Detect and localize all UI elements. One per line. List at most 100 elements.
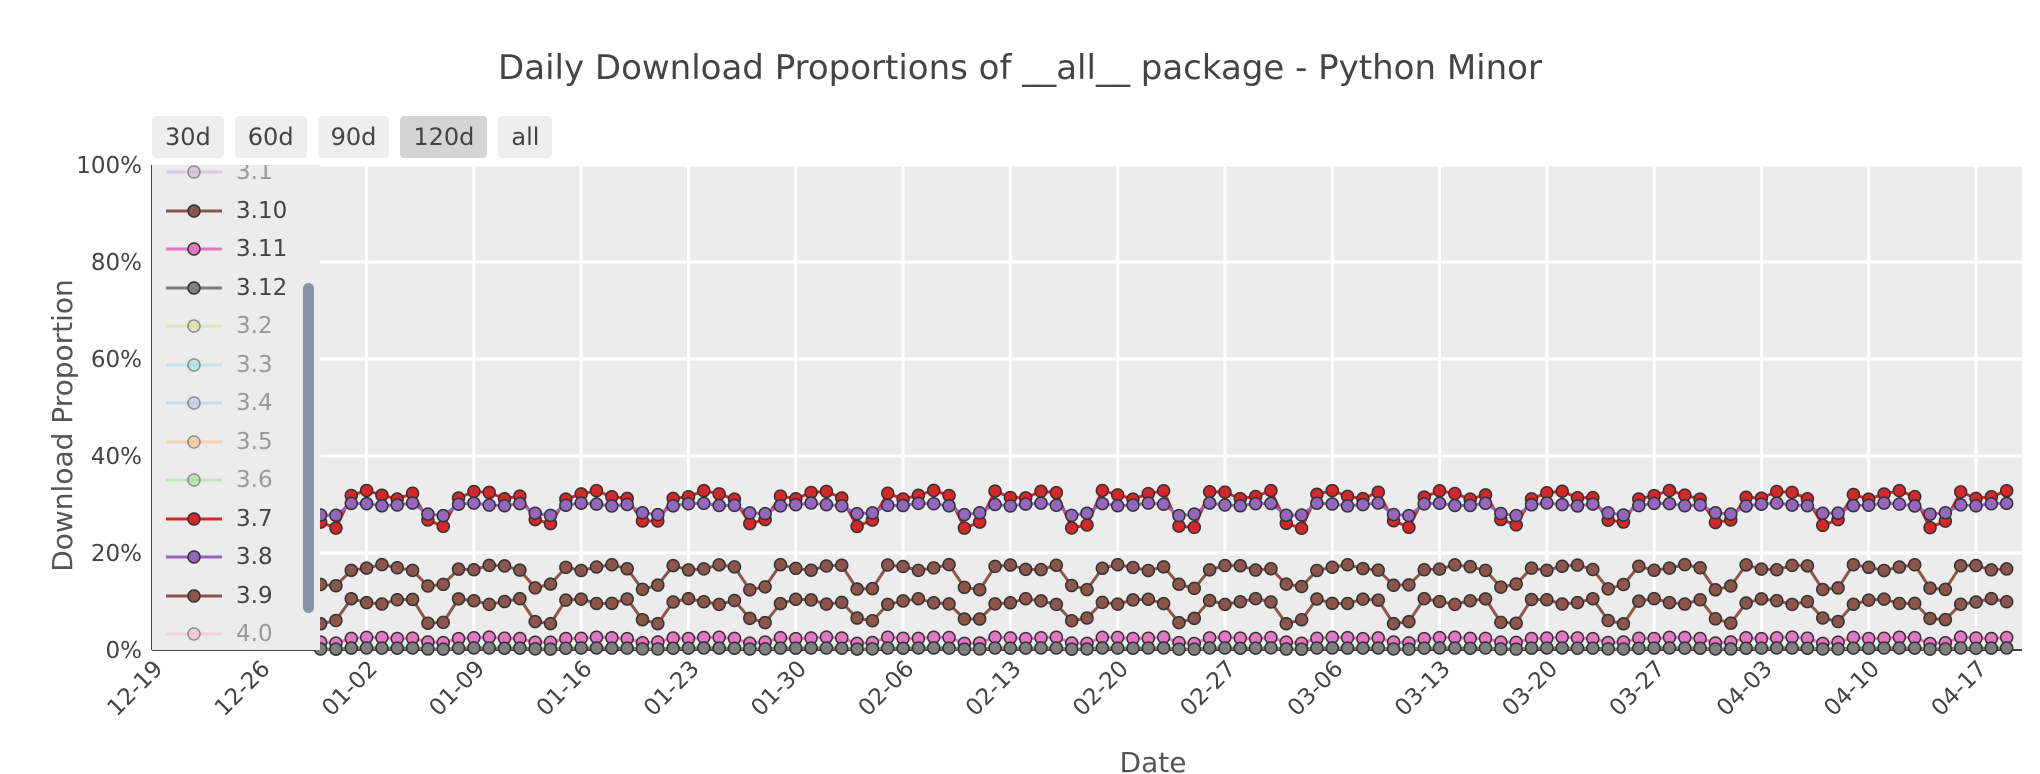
data-point <box>1724 616 1738 630</box>
data-point <box>451 497 466 512</box>
data-point <box>942 641 956 655</box>
data-point <box>405 563 420 578</box>
data-point <box>896 559 910 574</box>
legend-item-3-11[interactable]: 3.11 <box>164 234 287 264</box>
data-point <box>1448 641 1462 655</box>
range-button-all[interactable]: all <box>498 116 553 158</box>
data-point <box>1448 597 1462 612</box>
data-point <box>574 563 588 578</box>
data-point <box>1785 498 1799 512</box>
legend-label: 3.11 <box>236 236 288 262</box>
legend-item-3-8[interactable]: 3.8 <box>164 542 273 572</box>
data-point <box>1953 641 1968 655</box>
data-point <box>1463 559 1477 574</box>
legend-label: 3.2 <box>236 313 273 339</box>
data-point <box>1202 563 1217 577</box>
data-point <box>1616 508 1631 522</box>
data-point <box>773 596 788 611</box>
data-point <box>1064 508 1079 523</box>
data-point <box>528 581 542 595</box>
data-point <box>497 641 512 655</box>
data-point <box>1386 616 1401 631</box>
data-point <box>513 641 527 655</box>
data-point <box>1785 597 1799 612</box>
legend-item-3-12[interactable]: 3.12 <box>164 273 287 303</box>
data-point <box>1034 484 1048 499</box>
legend-scrollbar[interactable] <box>303 283 314 613</box>
data-point <box>835 641 849 655</box>
legend-label: 3.7 <box>236 505 273 532</box>
data-point <box>1187 581 1202 596</box>
data-point <box>375 499 389 513</box>
range-button-30d[interactable]: 30d <box>152 116 224 158</box>
data-point <box>926 561 941 575</box>
data-point <box>1218 558 1232 573</box>
data-point <box>988 484 1002 498</box>
data-point <box>1984 563 1999 577</box>
range-button-120d[interactable]: 120d <box>400 116 488 158</box>
data-point <box>1126 498 1140 512</box>
legend-item-4-0[interactable]: 4.0 <box>164 619 273 649</box>
data-point <box>1999 594 2014 609</box>
data-point <box>497 498 512 513</box>
data-point <box>528 614 542 629</box>
range-button-90d[interactable]: 90d <box>317 116 390 158</box>
legend-item-3-1[interactable]: 3.1 <box>164 165 273 187</box>
data-point <box>1754 592 1769 606</box>
data-point <box>942 499 956 513</box>
y-tick-label: 80% <box>91 250 142 276</box>
data-point <box>1340 596 1355 611</box>
legend-item-3-10[interactable]: 3.10 <box>164 196 287 226</box>
data-point <box>804 563 818 577</box>
data-point <box>543 642 558 656</box>
data-point <box>589 483 604 498</box>
data-point <box>1632 641 1646 655</box>
data-point <box>1846 487 1861 502</box>
data-point <box>605 596 619 611</box>
data-point <box>743 642 757 656</box>
data-point <box>1647 496 1661 511</box>
data-point <box>559 593 573 607</box>
data-point <box>1861 560 1876 575</box>
x-tick-label: 01-02 <box>317 656 383 722</box>
legend-item-3-6[interactable]: 3.6 <box>164 465 273 495</box>
data-point <box>651 616 665 631</box>
data-point <box>957 507 972 522</box>
data-point <box>1708 642 1723 656</box>
data-point <box>1003 499 1018 513</box>
data-point <box>329 642 343 656</box>
data-point <box>1110 498 1125 513</box>
legend-item-3-9[interactable]: 3.9 <box>164 581 273 611</box>
legend-item-3-5[interactable]: 3.5 <box>164 427 273 457</box>
data-point <box>1279 577 1294 591</box>
data-point <box>635 506 650 520</box>
data-point <box>1586 591 1600 606</box>
y-tick-label: 20% <box>91 541 142 567</box>
x-axis-title: Date <box>1120 746 1187 774</box>
data-point <box>1831 581 1845 595</box>
data-point <box>681 641 696 655</box>
data-point <box>1540 592 1554 607</box>
data-point <box>1846 498 1861 513</box>
data-point <box>1371 563 1385 577</box>
data-point <box>697 483 711 498</box>
data-point <box>1064 642 1079 656</box>
data-point <box>1402 614 1416 629</box>
range-button-60d[interactable]: 60d <box>234 116 307 158</box>
legend-item-3-3[interactable]: 3.3 <box>164 350 273 380</box>
data-point <box>1708 583 1723 597</box>
data-point <box>1126 593 1140 607</box>
legend-item-3-2[interactable]: 3.2 <box>164 311 273 341</box>
legend-item-3-7[interactable]: 3.7 <box>164 504 273 534</box>
legend-item-3-4[interactable]: 3.4 <box>164 388 273 418</box>
data-point <box>421 642 435 656</box>
data-point <box>1248 563 1263 577</box>
data-point <box>1156 497 1171 512</box>
data-point <box>1110 557 1125 572</box>
data-point <box>1172 508 1186 523</box>
data-point <box>850 582 864 596</box>
data-point <box>1386 507 1401 522</box>
data-point <box>1724 642 1738 656</box>
data-point <box>1892 483 1907 498</box>
data-point <box>436 577 450 592</box>
